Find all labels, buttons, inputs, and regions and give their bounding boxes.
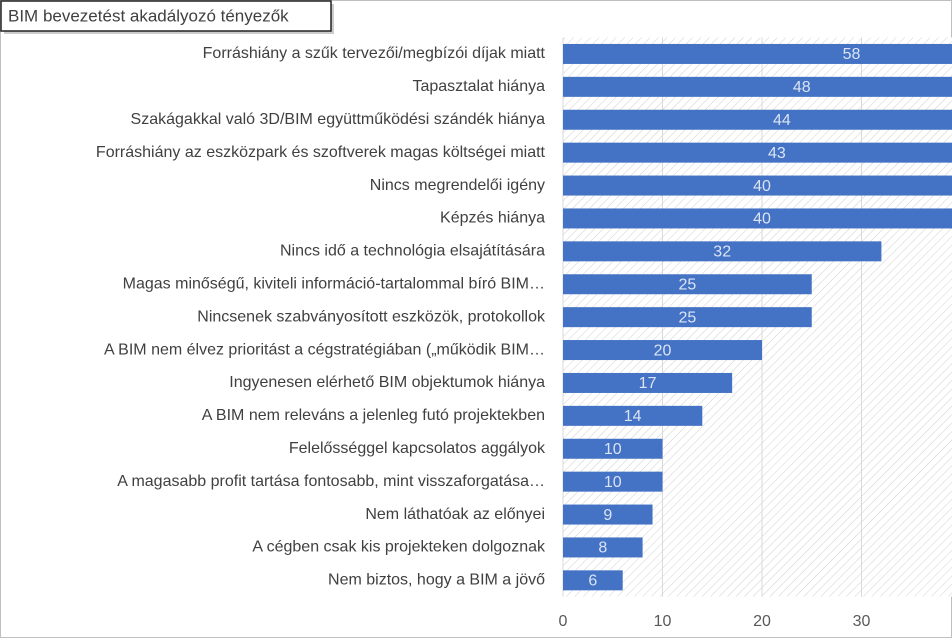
chart-title: BIM bevezetést akadályozó tényezők (8, 6, 289, 25)
bar (563, 241, 882, 262)
value-label: 14 (624, 408, 642, 425)
y-tick-label: Nem láthatóak az előnyei (365, 506, 545, 523)
bar (563, 340, 762, 361)
y-tick-label: Nincsenek szabványosított eszközök, prot… (197, 308, 546, 325)
value-label: 17 (639, 375, 657, 392)
value-label: 43 (768, 145, 786, 162)
value-label: 10 (604, 474, 622, 491)
bar (563, 142, 952, 163)
bar (563, 76, 952, 97)
bar (563, 405, 703, 426)
y-tick-label: Magas minőségű, kiviteli információ-tart… (123, 275, 545, 292)
y-tick-label: Nem biztos, hogy a BIM a jövő (328, 572, 545, 589)
x-tick-label: 20 (753, 613, 771, 630)
y-tick-label: Tapasztalat hiánya (412, 78, 545, 95)
bar (563, 43, 952, 64)
value-label: 40 (753, 178, 771, 195)
x-tick-label: 30 (853, 613, 871, 630)
bar (563, 471, 663, 492)
x-tick-label: 0 (559, 613, 568, 630)
bar (563, 537, 643, 558)
bar (563, 109, 952, 130)
value-label: 6 (588, 573, 597, 590)
y-tick-label: Nincs idő a technológia elsajátítására (280, 243, 545, 260)
y-tick-label: A cégben csak kis projekteken dolgoznak (252, 539, 546, 556)
y-tick-label: A BIM nem releváns a jelenleg futó proje… (202, 407, 545, 424)
y-tick-label: Forráshiány a szűk tervezői/megbízói díj… (203, 45, 546, 62)
bar (563, 438, 663, 459)
bar (563, 504, 653, 525)
title-box (0, 0, 332, 32)
value-label: 20 (654, 342, 672, 359)
value-label: 58 (843, 46, 861, 63)
bar (563, 570, 623, 591)
y-tick-label: Nincs megrendelői igény (370, 177, 545, 194)
value-label: 40 (753, 211, 771, 228)
bar (563, 208, 952, 229)
y-tick-label: Ingyenesen elérhető BIM objektumok hiány… (229, 374, 545, 391)
value-label: 32 (713, 244, 731, 261)
bar (563, 274, 812, 295)
value-label: 10 (604, 441, 622, 458)
value-label: 25 (678, 276, 696, 293)
value-label: 48 (793, 79, 811, 96)
value-label: 8 (598, 540, 607, 557)
bar (563, 307, 812, 328)
x-tick-label: 10 (654, 613, 672, 630)
y-tick-label: A magasabb profit tartása fontosabb, min… (117, 473, 545, 490)
y-tick-label: Forráshiány az eszközpark és szoftverek … (96, 144, 546, 161)
value-label: 44 (773, 112, 791, 129)
y-tick-label: Szakágakkal való 3D/BIM együttműködési s… (131, 111, 546, 128)
value-label: 25 (678, 309, 696, 326)
value-label: 9 (603, 507, 612, 524)
y-tick-label: Képzés hiánya (440, 210, 545, 227)
bar (563, 372, 733, 393)
bar (563, 175, 952, 196)
y-tick-label: Felelősséggel kapcsolatos aggályok (289, 440, 546, 457)
y-tick-label: A BIM nem élvez prioritást a cégstratégi… (104, 341, 545, 358)
